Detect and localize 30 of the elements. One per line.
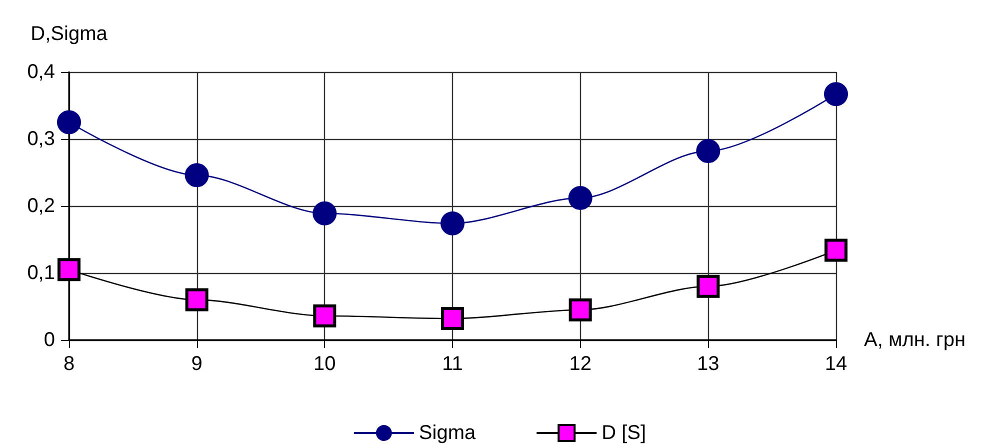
point: [824, 82, 848, 106]
point: [185, 288, 208, 312]
x-axis-title: A, млн. грн: [864, 329, 966, 351]
x-tick-label: 8: [63, 353, 75, 375]
point: [696, 139, 720, 164]
y-tick-label: 0,3: [27, 128, 55, 150]
point: [568, 186, 592, 210]
x-tick-label: 14: [824, 353, 848, 375]
y-tick-label: 0: [44, 329, 55, 351]
point: [58, 258, 80, 282]
point: [440, 211, 464, 236]
legend-label: Sigma: [418, 422, 476, 444]
legend-label: D [S]: [602, 422, 646, 444]
point: [313, 304, 336, 328]
point: [568, 298, 592, 322]
point: [184, 163, 209, 188]
x-tick-label: 13: [697, 353, 720, 375]
x-tick-label: 9: [191, 353, 202, 375]
point: [57, 110, 81, 134]
x-tick-label: 11: [442, 353, 463, 375]
x-tick-label: 12: [569, 353, 592, 375]
point: [824, 238, 848, 262]
y-axis-title: D,Sigma: [30, 23, 108, 45]
x-tick-label: 10: [314, 353, 336, 375]
point: [696, 274, 720, 298]
point: [441, 307, 464, 330]
point: [312, 201, 337, 226]
y-tick-label: 0,2: [27, 195, 55, 217]
y-tick-label: 0,1: [27, 262, 55, 284]
y-tick-label: 0,4: [27, 61, 55, 83]
